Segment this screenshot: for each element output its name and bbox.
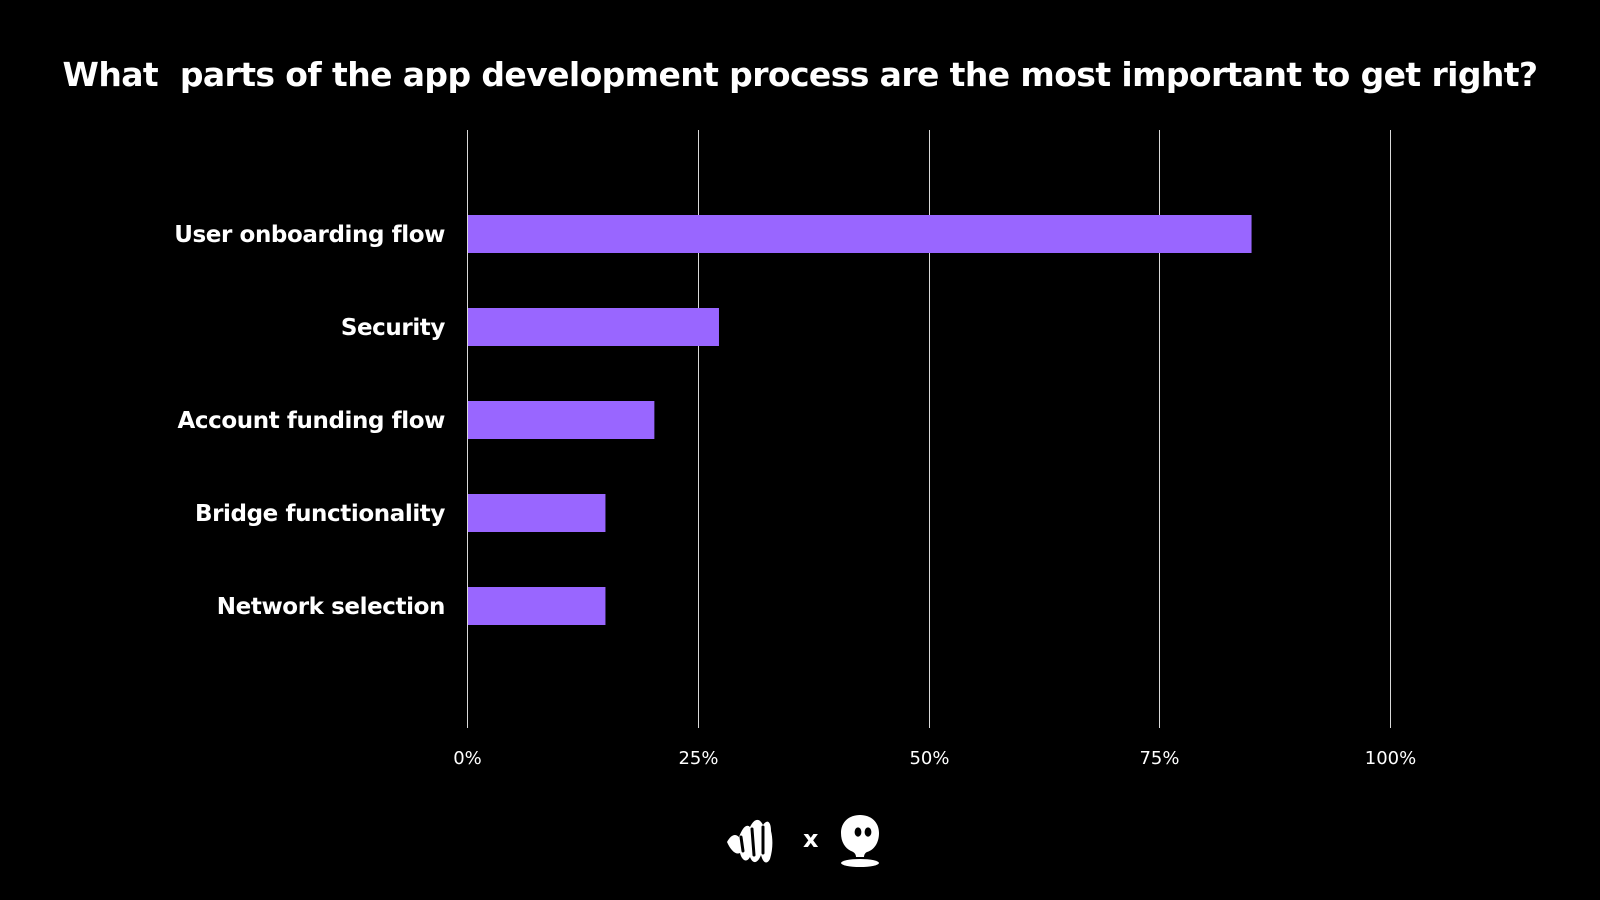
footer-logos: x [725, 815, 885, 875]
bar-4 [468, 494, 606, 532]
chart-title: What parts of the app development proces… [62, 55, 1539, 94]
x-tick-labels: 0% 25% 50% 75% 100% [453, 748, 1416, 769]
bar-2 [468, 308, 719, 346]
category-label-1: User onboarding flow [174, 222, 445, 248]
bar-5 [468, 587, 606, 625]
category-label-3: Account funding flow [177, 408, 445, 434]
category-label-4: Bridge functionality [195, 501, 445, 527]
category-label-2: Security [341, 315, 446, 341]
bar-3 [468, 401, 655, 439]
logo-separator: x [803, 825, 819, 853]
x-tick-label-0: 0% [453, 748, 482, 769]
wave-logo-icon [727, 819, 773, 863]
x-tick-label-100: 100% [1365, 748, 1416, 769]
category-label-5: Network selection [217, 594, 445, 620]
x-tick-label-75: 75% [1139, 748, 1179, 769]
ghost-logo-icon [841, 815, 879, 867]
bars [468, 215, 1252, 625]
x-tick-label-50: 50% [909, 748, 949, 769]
x-tick-label-25: 25% [678, 748, 718, 769]
category-labels: User onboarding flow Security Account fund… [174, 222, 446, 620]
bar-1 [468, 215, 1252, 253]
